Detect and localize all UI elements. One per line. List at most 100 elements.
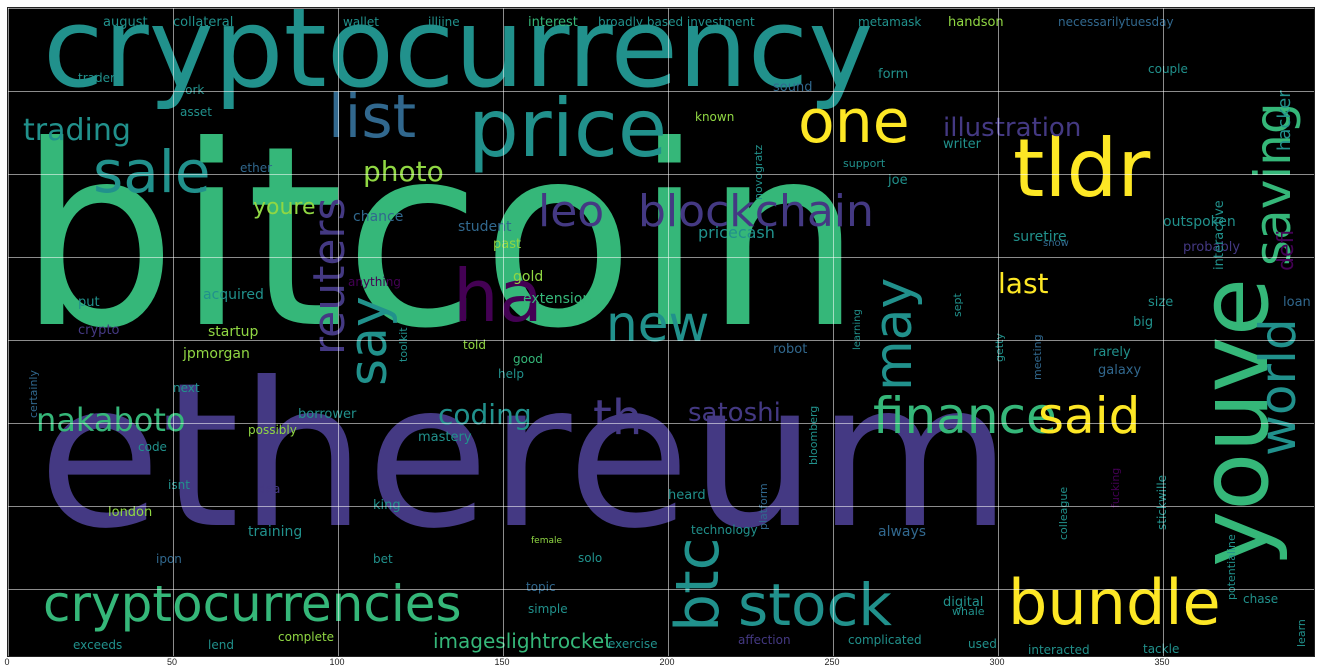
word-suretire: suretire (1013, 229, 1067, 246)
word-topic: topic (526, 579, 556, 594)
word-past: past (493, 236, 522, 252)
word-said: said (1038, 387, 1141, 445)
word-tackle: tackle (1143, 641, 1180, 656)
word-used: used (968, 636, 997, 651)
word-tldr: tldr (1013, 121, 1151, 215)
word-code: code (138, 439, 167, 454)
word-gold: gold (513, 269, 544, 286)
word-chase: chase (1243, 591, 1279, 606)
grid-line-horizontal (8, 423, 1314, 424)
word-fucking: fucking (1109, 467, 1122, 508)
word-price: price (468, 81, 668, 175)
grid-line-horizontal (8, 506, 1314, 507)
grid-line-vertical (173, 8, 174, 656)
word-learn: learn (1295, 618, 1308, 647)
word-exceeds: exceeds (73, 637, 123, 652)
word-known: known (695, 109, 735, 124)
word-student: student (458, 219, 512, 236)
word-nakaboto: nakaboto (36, 401, 186, 440)
word-couple: couple (1148, 61, 1188, 76)
grid-line-horizontal (8, 257, 1314, 258)
word-startup: startup (208, 324, 259, 341)
word-probably: probably (1183, 239, 1241, 255)
word-youre: youre (253, 195, 316, 221)
word-imageslightrocket: imageslightrocket (433, 629, 613, 654)
word-hacker: hacker (1274, 90, 1295, 151)
word-ipon: ipon (156, 551, 182, 566)
word-big: big (1133, 314, 1154, 330)
word-mastery: mastery (418, 429, 472, 445)
word-learning: learning (852, 308, 863, 350)
word-chance: chance (353, 209, 404, 226)
word-finance: finance (873, 387, 1057, 445)
word-put: put (78, 294, 100, 310)
word-interacted: interacted (1028, 642, 1090, 657)
word-cryptocurrency: cryptocurrency (43, 7, 874, 113)
word-interactive: interactive (1212, 200, 1227, 270)
word-colleague: colleague (1057, 486, 1070, 540)
grid-line-vertical (338, 8, 339, 656)
word-joe: joe (888, 172, 908, 188)
word-new: new (606, 295, 710, 353)
word-bundle: bundle (1008, 565, 1221, 639)
word-ether: ether (240, 160, 273, 175)
word-support: support (843, 157, 886, 171)
word-digital: digital (943, 594, 984, 610)
word-robot: robot (773, 341, 808, 357)
word-help: help (498, 366, 524, 381)
word-one: one (798, 87, 910, 158)
word-photo: photo (363, 154, 444, 188)
word-ha: ha (453, 254, 543, 339)
x-tick-label: 200 (659, 657, 675, 667)
word-sept: sept (951, 292, 964, 317)
grid-line-horizontal (8, 91, 1314, 92)
word-bitcoin: bitcoin (18, 92, 863, 383)
word-bloomberg: bloomberg (807, 405, 820, 465)
grid-line-vertical (668, 8, 669, 656)
word-whale: whale (952, 605, 985, 619)
grid-line-vertical (998, 8, 999, 656)
word-acquired: acquired (203, 287, 264, 304)
word-bet: bet (373, 551, 393, 566)
word-training: training (248, 524, 303, 541)
word-borrower: borrower (298, 406, 357, 422)
word-sale: sale (93, 137, 211, 206)
word-female: female (531, 536, 563, 547)
word-london: london (108, 504, 153, 520)
word-complicated: complicated (848, 632, 922, 647)
word-anything: anything (348, 274, 401, 289)
word-august: august (103, 14, 148, 30)
word-size: size (1148, 294, 1174, 310)
word-certainly: certainly (27, 369, 40, 418)
x-tick-label: 350 (1154, 657, 1170, 667)
x-tick-label: 0 (4, 657, 10, 667)
word-dea: dea (258, 481, 281, 496)
word-exercise: exercise (608, 636, 658, 651)
word-leo: leo (538, 186, 605, 238)
word-rarely: rarely (1093, 344, 1131, 360)
x-tick-label: 250 (824, 657, 840, 667)
word-next: next (173, 380, 200, 395)
word-list: list (328, 82, 417, 153)
word-illustration: illustration (943, 113, 1082, 144)
word-stickwille: stickwille (1155, 474, 1169, 530)
word-complete: complete (278, 629, 335, 644)
word-form: form (878, 66, 909, 82)
word-galaxy: galaxy (1098, 362, 1142, 378)
word-collateral: collateral (173, 14, 234, 30)
word-isnt: isnt (168, 477, 190, 492)
word-trading: trading (23, 112, 131, 148)
grid-line-horizontal (8, 340, 1314, 341)
word-technology: technology (691, 522, 758, 537)
word-th: th (593, 390, 643, 447)
word-pricecash: pricecash (698, 223, 775, 243)
grid-line-vertical (833, 8, 834, 656)
word-necessarilytuesday: necessarilytuesday (1058, 14, 1174, 29)
word-stock: stock (738, 570, 892, 639)
grid-line-vertical (1163, 8, 1164, 656)
x-tick-label: 50 (166, 657, 178, 667)
word-sound: sound (773, 79, 813, 95)
word-world: world (1249, 317, 1307, 456)
x-tick-label: 100 (329, 657, 345, 667)
